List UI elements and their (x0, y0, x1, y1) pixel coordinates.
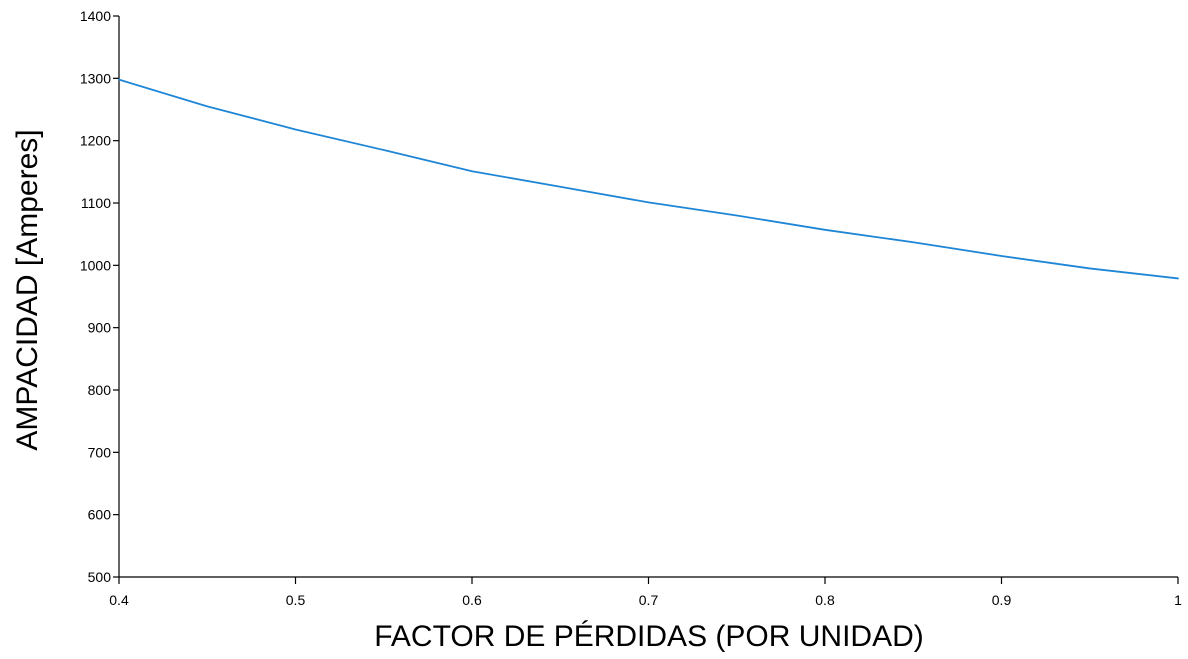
y-tick-label: 1100 (81, 195, 111, 211)
x-tick-label: 0.9 (992, 592, 1012, 608)
y-tick-label: 700 (88, 444, 112, 460)
x-tick-label: 0.4 (109, 592, 129, 608)
x-axis-title: FACTOR DE PÉRDIDAS (POR UNIDAD) (374, 620, 924, 653)
x-tick-label: 0.5 (286, 592, 306, 608)
y-tick-label: 900 (88, 320, 112, 336)
y-tick-label: 500 (88, 569, 112, 585)
x-tick-label: 1 (1174, 592, 1182, 608)
x-tick-label: 0.6 (462, 592, 482, 608)
x-tick-label: 0.8 (815, 592, 835, 608)
x-axis: 0.4 0.5 0.6 0.7 0.8 0.9 1 (109, 576, 1182, 608)
y-tick-label: 600 (88, 507, 112, 523)
y-tick-label: 1400 (80, 8, 111, 24)
y-tick-label: 800 (88, 382, 112, 398)
y-tick-label: 1200 (80, 133, 111, 149)
series-layer (118, 78, 1179, 280)
series-line (118, 78, 1179, 280)
y-tick-label: 1300 (80, 70, 111, 86)
y-tick-label: 1000 (80, 257, 111, 273)
y-axis: 500 600 700 800 900 1000 1100 1200 1300 1400 (80, 8, 120, 585)
y-axis-title: AMPACIDAD [Amperes] (11, 129, 44, 450)
x-tick-label: 0.7 (639, 592, 659, 608)
